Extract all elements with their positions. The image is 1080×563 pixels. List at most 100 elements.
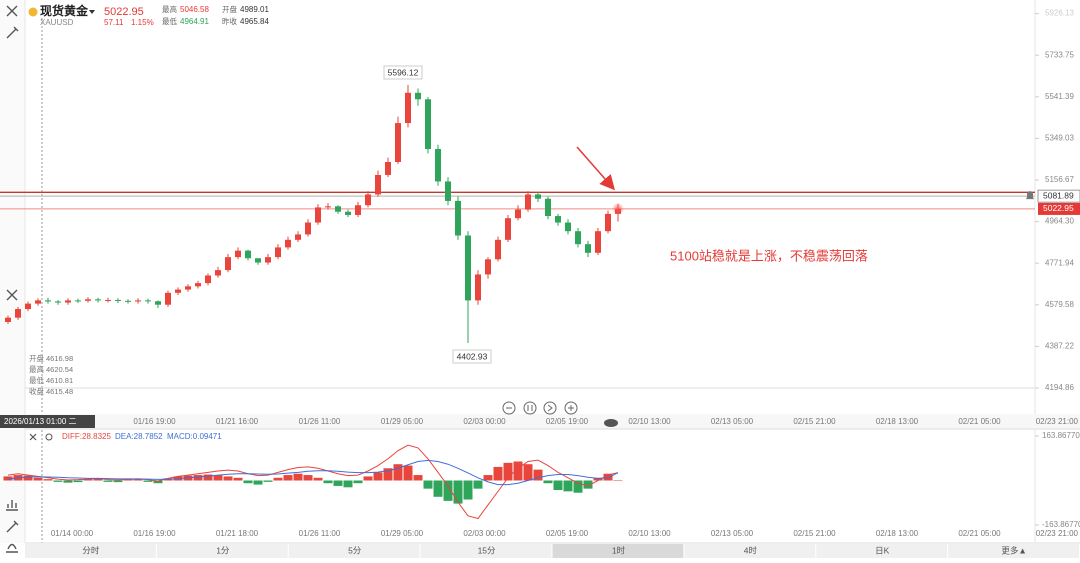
high-label-box bbox=[383, 65, 423, 80]
x-tick-label: 02/13 05:00 bbox=[711, 417, 754, 426]
tab[interactable] bbox=[288, 544, 420, 558]
macd-bar bbox=[593, 477, 603, 481]
tab[interactable] bbox=[420, 544, 552, 558]
x-tick-label: 01/26 11:00 bbox=[299, 417, 341, 426]
stat-label: 最低 bbox=[162, 16, 177, 26]
macd-bar bbox=[493, 466, 503, 481]
tab-label[interactable]: 4时 bbox=[744, 545, 758, 555]
y-tick-label: 4771.94 bbox=[1045, 258, 1074, 267]
dropdown-icon[interactable] bbox=[89, 10, 95, 14]
control-glyphs bbox=[506, 404, 574, 412]
macd-bar bbox=[233, 477, 243, 481]
stat-label: 开盘 bbox=[222, 4, 237, 14]
ohlc-label: 收盘 bbox=[29, 386, 44, 396]
candle-body bbox=[115, 299, 121, 301]
tab[interactable] bbox=[25, 544, 156, 558]
macd-bar bbox=[223, 476, 233, 481]
close-indicator-icon[interactable] bbox=[29, 433, 37, 441]
tab-label[interactable]: 5分 bbox=[348, 545, 362, 555]
x-tick-label: 02/13 05:00 bbox=[711, 529, 754, 538]
tab-label[interactable]: 1分 bbox=[216, 545, 230, 555]
x-tick-label: 01/16 19:00 bbox=[133, 529, 176, 538]
macd-bar bbox=[543, 480, 553, 484]
indicator-icon[interactable] bbox=[6, 500, 18, 511]
macd-bar bbox=[483, 475, 493, 481]
macd-bar bbox=[303, 475, 313, 481]
candle-body bbox=[435, 149, 441, 182]
tab-label[interactable]: 1时 bbox=[612, 545, 626, 555]
candle-body bbox=[405, 92, 411, 124]
tab-label[interactable]: 更多▲ bbox=[1001, 545, 1026, 555]
pen-icon[interactable] bbox=[6, 520, 19, 533]
back-button[interactable] bbox=[523, 401, 537, 415]
scroll-handle[interactable] bbox=[604, 419, 618, 427]
macd-bar bbox=[293, 473, 303, 481]
tab-label[interactable]: 分时 bbox=[82, 545, 100, 555]
eye-icon[interactable] bbox=[45, 433, 53, 441]
ohlc-label: 最高 bbox=[29, 364, 44, 374]
y-tick-label: 5733.75 bbox=[1045, 50, 1074, 59]
candle-body bbox=[75, 300, 81, 302]
y-tick-label: 5156.67 bbox=[1045, 175, 1074, 184]
change-pct: 1.15% bbox=[131, 18, 154, 27]
candle-body bbox=[135, 300, 141, 302]
tab-label[interactable]: 日K bbox=[875, 545, 890, 555]
macd-bar bbox=[63, 480, 73, 483]
tab[interactable] bbox=[816, 544, 948, 558]
candle-body bbox=[285, 239, 291, 248]
x-tick-label: 02/05 19:00 bbox=[546, 417, 589, 426]
macd-bar bbox=[103, 480, 113, 482]
close-icon[interactable] bbox=[6, 5, 18, 17]
candle-body bbox=[205, 275, 211, 284]
macd-bar bbox=[603, 473, 613, 481]
candle-body bbox=[475, 274, 481, 301]
candle-body bbox=[225, 257, 231, 271]
crosshair-icon[interactable] bbox=[6, 289, 18, 301]
macd-bar bbox=[393, 464, 403, 481]
candle-body bbox=[145, 300, 151, 302]
macd-bar bbox=[433, 480, 443, 497]
macd-bar bbox=[463, 480, 473, 500]
candle-body bbox=[355, 205, 361, 215]
ohlc-value: 4616.98 bbox=[46, 354, 73, 363]
x-tick-label: 02/23 21:00 bbox=[1036, 417, 1079, 426]
candle-body bbox=[5, 317, 11, 323]
last-price: 5022.95 bbox=[104, 6, 144, 18]
candle-body bbox=[15, 309, 21, 318]
tab[interactable] bbox=[156, 544, 288, 558]
time-axis-bar bbox=[25, 414, 1080, 429]
symbol-title[interactable]: 现货黄金 bbox=[40, 3, 89, 18]
x-tick-label: 02/03 00:00 bbox=[463, 529, 506, 538]
macd-bar bbox=[453, 480, 463, 504]
tab[interactable] bbox=[552, 544, 684, 558]
ohlc-value: 4615.48 bbox=[46, 387, 73, 396]
x-label-box bbox=[0, 415, 95, 428]
annotation-note: 5100站稳就是上涨，不稳震荡回落 bbox=[670, 248, 868, 263]
draw-icon[interactable] bbox=[6, 26, 19, 39]
candle-body bbox=[425, 99, 431, 150]
candle-body bbox=[575, 231, 581, 245]
macd-bar bbox=[143, 480, 153, 482]
curve-icon[interactable] bbox=[6, 543, 18, 553]
macd-bar bbox=[443, 480, 453, 501]
tab[interactable] bbox=[948, 544, 1079, 558]
alert-icon[interactable] bbox=[1026, 191, 1034, 200]
macd-line bbox=[7, 444, 619, 520]
legend-entry: MACD:0.09471 bbox=[167, 432, 222, 441]
candle-body bbox=[235, 250, 241, 258]
candle-body bbox=[315, 207, 321, 223]
low-label: 4402.93 bbox=[457, 351, 488, 361]
candle-body bbox=[485, 259, 491, 275]
macd-bar bbox=[523, 464, 533, 481]
x-tick-label: 01/16 19:00 bbox=[133, 417, 176, 426]
price-tag bbox=[1038, 202, 1080, 215]
candle-body bbox=[265, 257, 271, 263]
tab[interactable] bbox=[684, 544, 816, 558]
x-tick-label: 02/18 13:00 bbox=[876, 529, 919, 538]
tab-label[interactable]: 15分 bbox=[478, 545, 496, 555]
candle-body bbox=[535, 194, 541, 199]
candle-body bbox=[245, 250, 251, 259]
candle-body bbox=[455, 200, 461, 236]
macd-bar bbox=[413, 475, 423, 481]
x-tick-label: 2026/01/13 01:00 二 bbox=[4, 417, 77, 426]
